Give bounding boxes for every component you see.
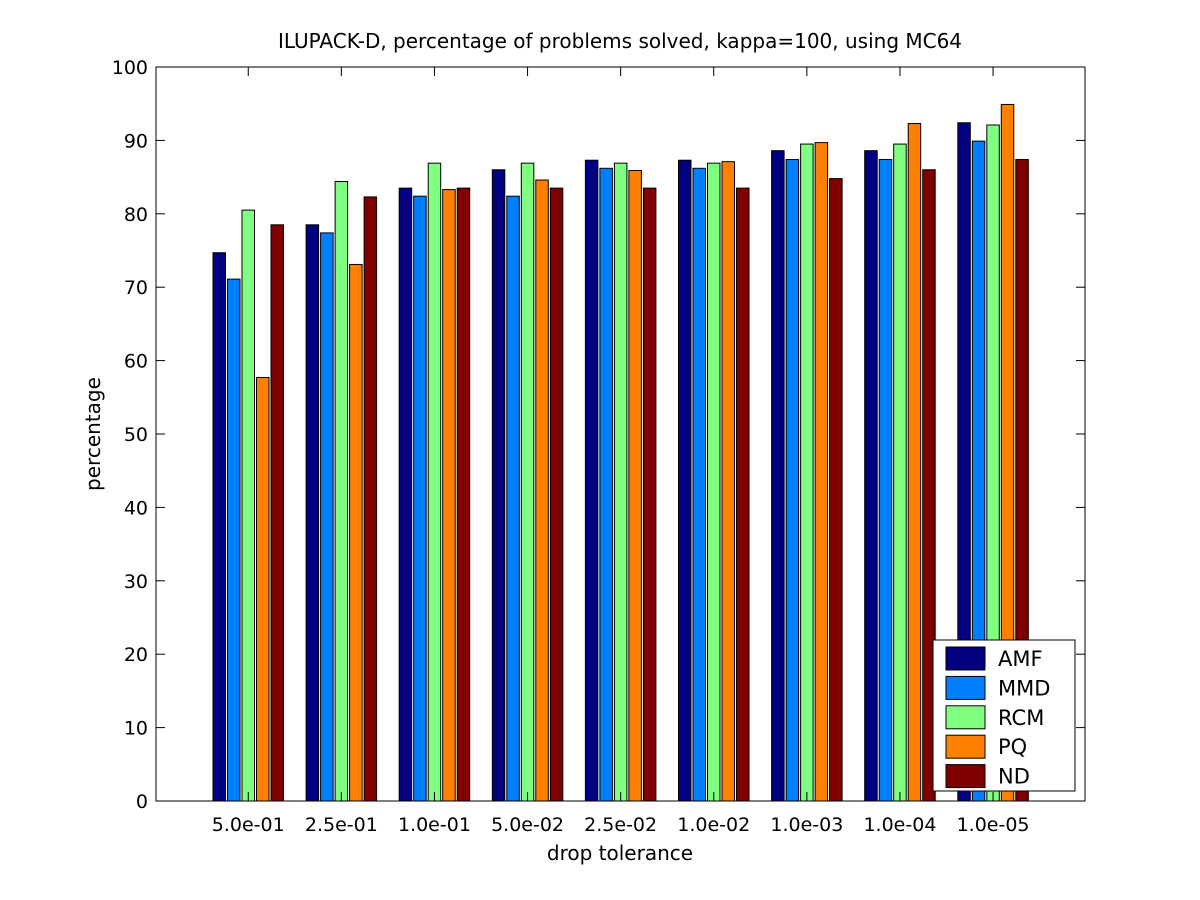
bar-mmd-1.0e-02 (692, 167, 706, 802)
bar-amf-1.0e-04 (864, 150, 878, 802)
y-tick-label: 0 (136, 791, 148, 813)
bar-pq-5.0e-01 (256, 376, 270, 802)
bar-mmd-2.5e-01 (320, 232, 334, 802)
legend-swatch-nd (945, 764, 986, 789)
bar-pq-2.5e-02 (628, 169, 642, 802)
bar-pq-1.0e-03 (814, 142, 829, 802)
legend-swatch-mmd (945, 675, 986, 700)
bar-rcm-1.0e-04 (893, 143, 907, 802)
y-tick-label: 10 (124, 718, 148, 740)
legend: AMF MMD RCM PQ ND (932, 639, 1076, 792)
y-tick-label: 40 (124, 497, 148, 519)
bar-nd-1.0e-03 (829, 178, 843, 802)
bar-nd-1.0e-02 (736, 187, 750, 802)
x-tick-label: 1.0e-02 (677, 814, 750, 836)
x-tick-label: 2.5e-01 (305, 814, 378, 836)
bar-mmd-1.0e-05 (971, 140, 986, 802)
legend-label-nd: ND (998, 765, 1030, 789)
bar-amf-5.0e-01 (212, 252, 226, 802)
bar-pq-1.0e-02 (721, 161, 735, 802)
bar-nd-2.5e-01 (363, 196, 378, 802)
bar-rcm-2.5e-02 (613, 162, 628, 802)
legend-label-pq: PQ (998, 735, 1027, 759)
x-tick-label: 1.0e-03 (770, 814, 843, 836)
legend-swatch-amf (945, 646, 986, 671)
bar-rcm-1.0e-01 (427, 162, 442, 802)
y-tick-label: 70 (124, 277, 148, 299)
bar-amf-5.0e-02 (491, 169, 506, 802)
bar-mmd-5.0e-01 (227, 278, 241, 802)
x-axis: 5.0e-01 2.5e-01 1.0e-01 5.0e-02 2.5e-02 1.0e-… (212, 67, 1030, 836)
bar-pq-2.5e-01 (349, 263, 363, 802)
y-tick-label: 30 (124, 571, 148, 593)
bar-amf-1.0e-02 (678, 159, 692, 802)
bar-rcm-5.0e-02 (520, 162, 535, 802)
legend-label-amf: AMF (998, 647, 1043, 671)
chart-title: ILUPACK-D, percentage of problems solved… (278, 29, 962, 53)
legend-label-rcm: RCM (998, 706, 1044, 730)
bar-rcm-1.0e-03 (800, 143, 814, 802)
bar-pq-1.0e-04 (907, 123, 922, 802)
x-tick-label: 1.0e-01 (398, 814, 471, 836)
bar-pq-1.0e-05 (1000, 103, 1015, 802)
bar-rcm-2.5e-01 (334, 181, 349, 802)
y-tick-label: 20 (124, 644, 148, 666)
x-tick-label: 5.0e-01 (212, 814, 285, 836)
legend-swatch-rcm (945, 705, 986, 730)
bars-group (212, 103, 1029, 802)
legend-label-mmd: MMD (998, 676, 1050, 700)
x-tick-label: 5.0e-02 (491, 814, 564, 836)
bar-nd-1.0e-04 (922, 169, 936, 802)
bar-rcm-1.0e-02 (707, 162, 721, 802)
bar-amf-2.5e-01 (305, 224, 320, 802)
y-axis: 0 10 20 30 40 50 60 70 80 90 100 (112, 57, 1085, 813)
bar-nd-2.5e-02 (642, 187, 657, 802)
bar-amf-1.0e-05 (957, 122, 971, 802)
bar-nd-5.0e-01 (270, 224, 284, 802)
bar-mmd-5.0e-02 (506, 195, 520, 802)
bar-mmd-1.0e-04 (878, 158, 893, 802)
bar-mmd-1.0e-03 (785, 158, 800, 802)
y-tick-label: 80 (124, 204, 148, 226)
x-tick-label: 1.0e-05 (957, 814, 1030, 836)
y-tick-label: 50 (124, 424, 148, 446)
x-axis-title: drop tolerance (547, 841, 693, 865)
x-tick-label: 1.0e-04 (863, 814, 936, 836)
bar-amf-1.0e-01 (398, 187, 413, 802)
y-tick-label: 100 (112, 57, 148, 79)
legend-swatch-pq (945, 734, 986, 759)
bar-mmd-1.0e-01 (413, 195, 427, 802)
bar-amf-1.0e-03 (771, 150, 785, 802)
bar-pq-5.0e-02 (535, 179, 549, 802)
bar-rcm-5.0e-01 (241, 209, 255, 802)
bar-amf-2.5e-02 (584, 159, 599, 802)
y-axis-title: percentage (81, 377, 105, 491)
bar-nd-1.0e-01 (456, 187, 471, 802)
y-tick-label: 90 (124, 130, 148, 152)
bar-mmd-2.5e-02 (599, 167, 613, 802)
bar-pq-1.0e-01 (442, 189, 456, 802)
x-tick-label: 2.5e-02 (584, 814, 657, 836)
bar-nd-5.0e-02 (549, 187, 564, 802)
y-tick-label: 60 (124, 351, 148, 373)
